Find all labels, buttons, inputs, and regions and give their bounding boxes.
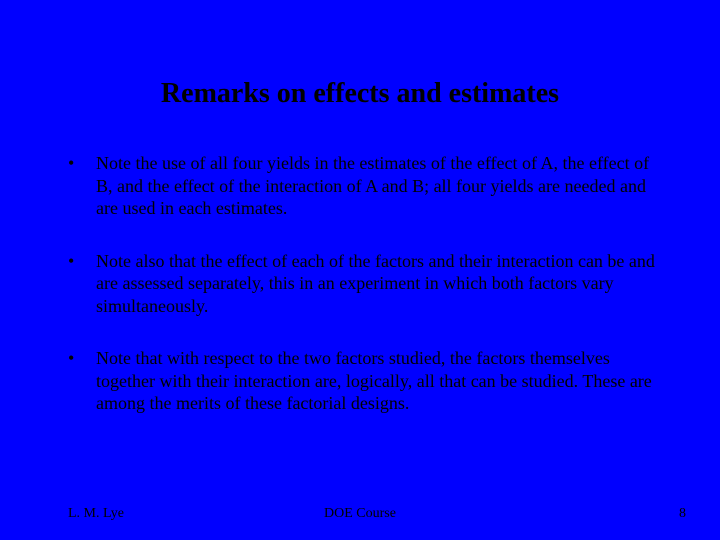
slide-title: Remarks on effects and estimates [0,78,720,110]
bullet-marker-icon: • [68,250,96,273]
bullet-text: Note the use of all four yields in the e… [96,152,660,220]
bullet-item: • Note that with respect to the two fact… [68,347,660,415]
bullet-marker-icon: • [68,152,96,175]
bullet-text: Note that with respect to the two factor… [96,347,660,415]
bullet-item: • Note the use of all four yields in the… [68,152,660,220]
footer-page-number: 8 [679,506,686,522]
bullet-item: • Note also that the effect of each of t… [68,250,660,318]
bullet-text: Note also that the effect of each of the… [96,250,660,318]
footer-course: DOE Course [0,506,720,522]
bullet-marker-icon: • [68,347,96,370]
slide-content: • Note the use of all four yields in the… [68,152,660,445]
slide: Remarks on effects and estimates • Note … [0,0,720,540]
